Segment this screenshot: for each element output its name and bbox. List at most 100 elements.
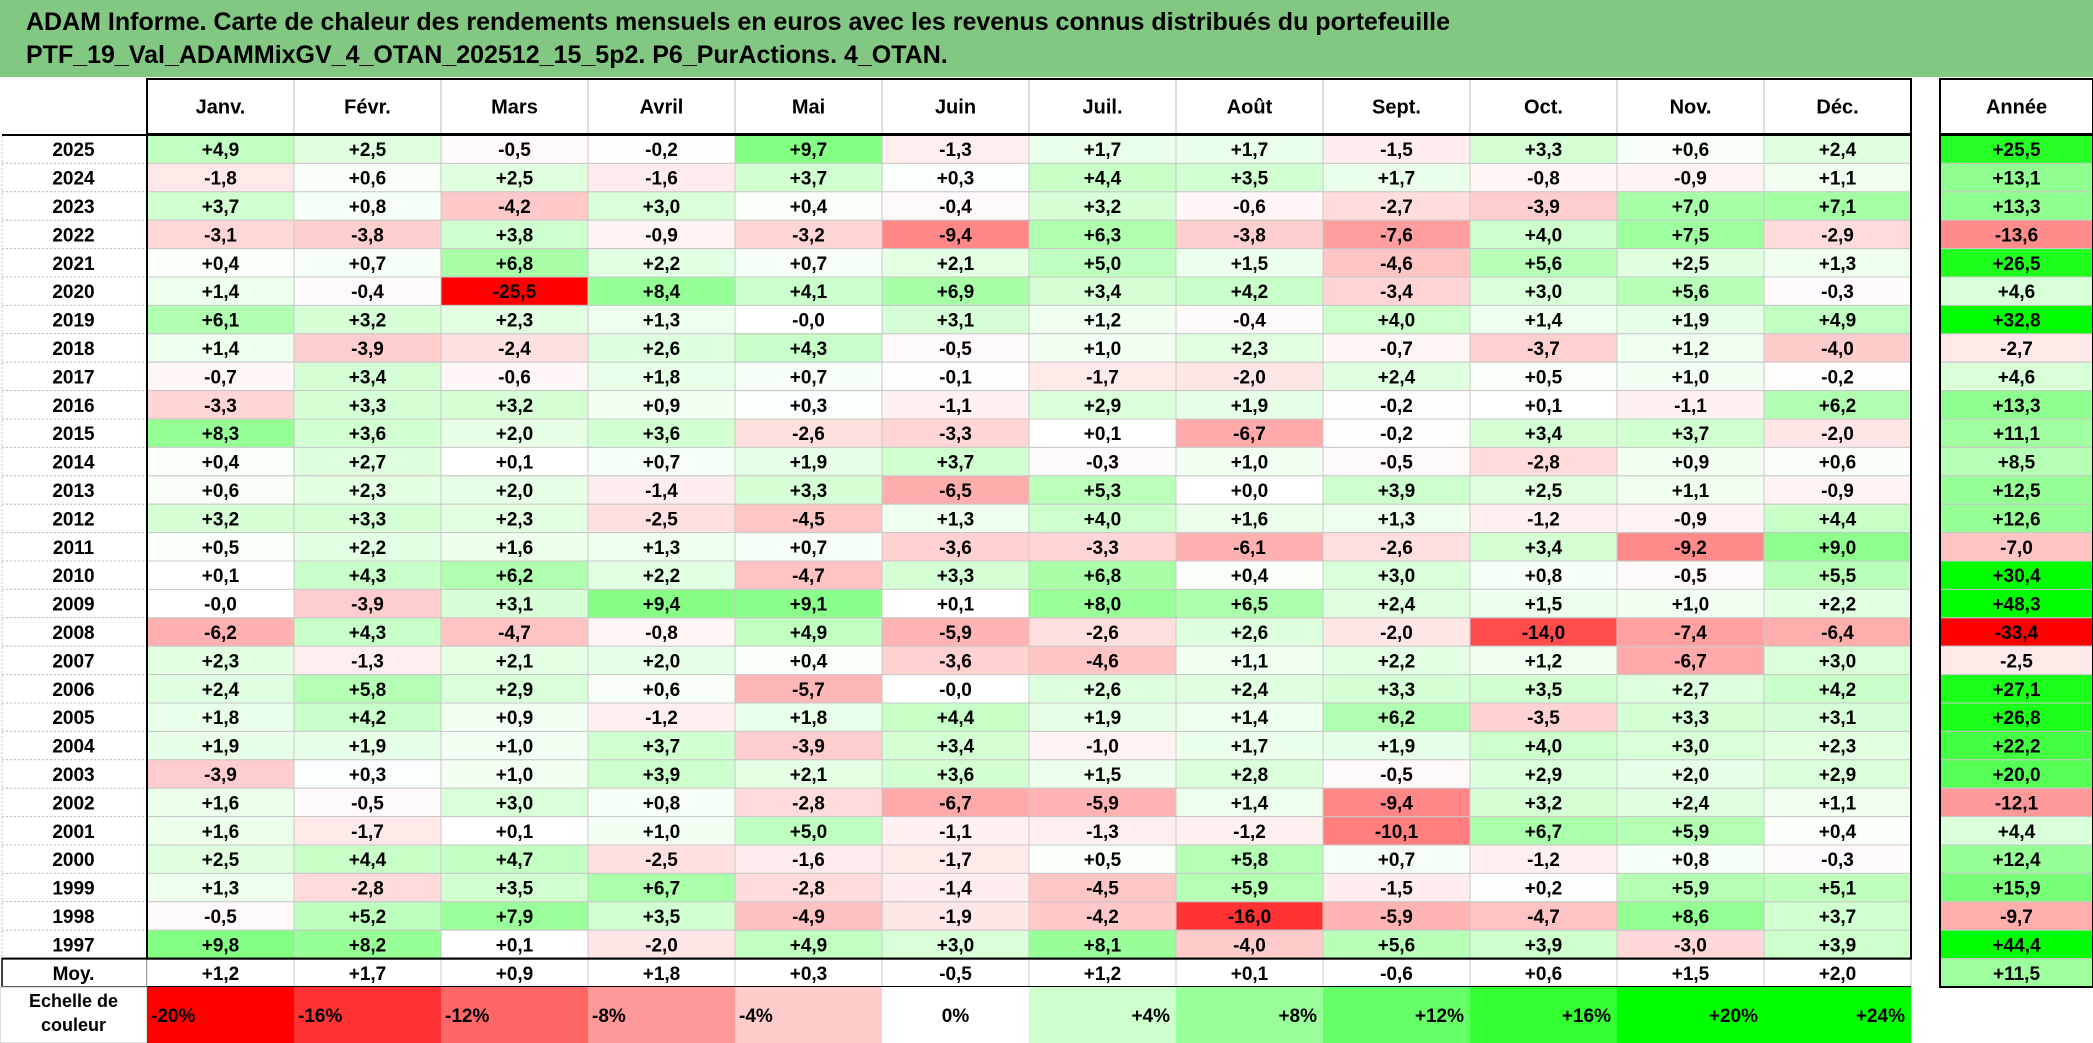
heatmap-cell [587,248,736,278]
annual-cell [1939,219,2093,250]
heatmap-value: +1,3 [1819,254,1857,275]
heatmap-value: +4,9 [202,140,240,161]
heatmap-value: -2,6 [1086,623,1119,644]
heatmap-value: -1,6 [792,850,825,871]
heatmap-cell [1175,134,1324,164]
heatmap-value: +5,6 [1672,282,1710,303]
annual-value: +12,4 [1992,850,2041,871]
heatmap-cell [1763,304,1912,335]
heatmap-cell [587,134,736,164]
heatmap-value: -4,9 [792,907,825,928]
heatmap-value: +1,4 [202,282,240,303]
heatmap-value: +1,6 [496,538,534,559]
scale-swatch [735,987,882,1043]
heatmap-value: +4,0 [1378,311,1416,332]
heatmap-value: -1,3 [1086,822,1119,843]
heatmap-cell [293,929,442,960]
annual-value: -13,6 [1995,225,2038,246]
heatmap-value: +0,9 [1672,453,1710,474]
annual-cell [1939,560,2093,590]
heatmap-value: -2,9 [1821,225,1854,246]
heatmap-cell [881,191,1030,221]
heatmap-value: +1,0 [496,765,534,786]
heatmap-value: +0,6 [1819,453,1857,474]
annual-cell [1939,361,2093,392]
heatmap-cell [734,929,883,960]
heatmap-value: +3,7 [202,197,240,218]
heatmap-value: +1,7 [1231,737,1269,758]
heatmap-value: -2,7 [1380,197,1413,218]
month-header-label: Oct. [1524,97,1563,119]
month-header-cell [1469,78,1618,135]
heatmap-value: -0,9 [1821,481,1854,502]
heatmap-value: +1,2 [1525,651,1563,672]
heatmap-value: +4,1 [790,282,828,303]
heatmap-value: +5,6 [1378,935,1416,956]
heatmap-cell [881,816,1030,846]
heatmap-cell [293,872,442,903]
heatmap-value: -0,9 [1674,509,1707,530]
heatmap-value: +3,2 [1084,197,1122,218]
heatmap-value: -1,7 [939,850,972,871]
annual-value: +12,6 [1992,509,2040,530]
heatmap-value: +0,4 [790,651,828,672]
scale-label-cell [0,986,148,1043]
heatmap-cell [881,787,1030,818]
heatmap-cell [1469,361,1618,392]
heatmap-value: +4,4 [349,850,387,871]
heatmap-value: -1,2 [1527,850,1560,871]
annual-value: +30,4 [1992,566,2041,587]
heatmap-cell [1175,162,1324,193]
heatmap-value: +6,8 [1084,566,1122,587]
heatmap-value: -1,5 [1380,140,1413,161]
heatmap-value: -0,9 [645,225,678,246]
month-header-cell [734,78,883,135]
heatmap-cell [1322,929,1471,960]
heatmap-cell [1322,446,1471,477]
year-cell [1,503,148,534]
heatmap-value: -1,4 [939,879,972,900]
year-label: 2000 [52,850,94,871]
heatmap-cell [293,816,442,846]
heatmap-cell [1028,588,1177,619]
heatmap-cell [146,361,295,392]
heatmap-value: +5,5 [1819,566,1857,587]
scale-swatch [1176,987,1323,1043]
heatmap-value: -2,6 [1380,538,1413,559]
year-label: 2024 [52,169,95,190]
heatmap-value: -9,4 [939,225,972,246]
heatmap-value: -6,7 [1674,651,1707,672]
heatmap-value: +6,7 [1525,822,1563,843]
heatmap-cell [1028,674,1177,704]
heatmap-cell [1028,219,1177,250]
heatmap-cell [587,304,736,335]
heatmap-value: +0,1 [1084,424,1122,445]
body-border [146,134,1912,960]
heatmap-cell [440,645,589,676]
heatmap-value: -2,0 [645,935,678,956]
heatmap-value: +3,0 [1525,282,1563,303]
heatmap-value: +1,3 [1378,509,1416,530]
heatmap-cell [1322,645,1471,676]
heatmap-cell [1175,617,1324,647]
heatmap-cell [293,730,442,761]
scale-swatch [1029,987,1176,1043]
heatmap-value: +4,4 [1084,169,1122,190]
annual-cell [1939,872,2093,903]
year-label: 2007 [52,651,94,672]
heatmap-cell [1322,219,1471,250]
heatmap-value: +6,5 [1231,595,1269,616]
heatmap-value: +0,5 [202,538,240,559]
heatmap-value: +2,4 [1819,140,1857,161]
heatmap-value: -14,0 [1522,623,1565,644]
heatmap-value: -0,5 [1674,566,1707,587]
heatmap-cell [1763,787,1912,818]
heatmap-cell [1763,276,1912,306]
heatmap-value: +2,6 [1084,680,1122,701]
month-header-label: Août [1227,97,1273,119]
heatmap-cell [1175,532,1324,562]
heatmap-value: +5,0 [790,822,828,843]
heatmap-value: -3,6 [939,651,972,672]
heatmap-cell [440,503,589,534]
heatmap-cell [587,191,736,221]
